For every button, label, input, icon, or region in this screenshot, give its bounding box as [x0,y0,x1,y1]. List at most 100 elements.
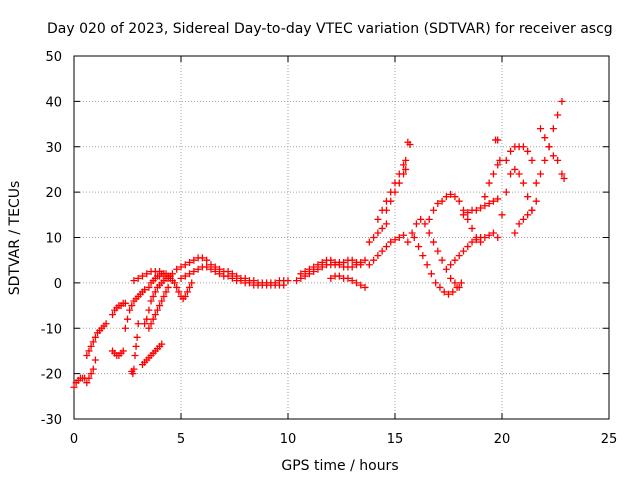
data-point [175,288,183,296]
data-point [489,229,497,237]
data-point [387,238,395,246]
data-point [402,165,410,173]
data-point [459,247,467,255]
data-point [459,211,467,219]
data-point [417,215,425,223]
data-point [162,288,170,296]
data-point [149,292,157,300]
axes: 0 5 10 15 20 25 -30 -20 -10 0 10 20 30 40 50 [41,50,618,447]
data-point [89,338,97,346]
data-point [145,283,153,291]
data-point [447,261,455,269]
data-point [558,97,566,105]
data-point [156,268,164,276]
data-point [481,234,489,241]
data-point [138,272,146,280]
data-point [451,193,459,201]
data-point [502,188,510,196]
data-point [464,209,472,217]
data-point [181,261,189,269]
data-point [318,258,326,266]
data-point [121,299,129,307]
data-point [455,197,463,205]
data-point [284,277,292,285]
data-point [549,152,557,160]
data-point [537,125,545,133]
data-point [545,143,553,151]
data-point [519,179,527,187]
y-axis-title: SDTVAR / TECUs [7,181,23,296]
data-point [293,277,301,285]
data-point [237,277,245,285]
data-point [102,320,110,328]
y-tick-label: -30 [41,413,62,428]
data-point [445,290,452,298]
data-point [183,288,191,296]
data-point [438,197,446,205]
data-point [402,156,410,164]
data-point [408,229,416,237]
data-point [335,272,343,280]
data-point [280,281,288,289]
data-point [245,279,253,287]
data-point [464,243,472,251]
data-point [348,263,356,271]
data-point [145,306,153,314]
data-point [541,134,549,142]
chart-title: Day 020 of 2023, Sidereal Day-to-day VTE… [47,21,613,37]
data-point [449,288,457,296]
data-point [528,156,536,164]
data-point [485,179,493,187]
data-point [141,320,149,328]
data-point [181,272,189,280]
data-point [468,238,476,246]
data-point [190,268,198,276]
y-tick-label: 30 [45,141,62,156]
grid-lines [74,56,609,419]
data-point [85,374,93,382]
data-point [558,170,566,178]
data-point [87,342,95,350]
data-point [457,279,465,287]
data-point [395,179,403,187]
data-point [143,315,151,323]
data-point [434,247,442,255]
data-point [129,370,137,378]
data-point [528,206,536,214]
data-point [134,320,142,328]
data-point [143,270,151,278]
data-point [434,199,442,207]
data-point [532,179,540,187]
data-point [151,288,159,296]
data-point [188,279,196,287]
data-point [89,365,97,373]
data-point [511,229,519,237]
data-point [554,111,562,119]
data-point [361,283,369,291]
data-point [519,143,527,151]
data-point [451,256,459,264]
data-point [554,156,562,164]
data-point [164,272,172,280]
data-point [464,215,472,223]
data-point [132,342,140,350]
data-point [357,261,365,269]
data-point [515,170,523,178]
data-point [119,347,127,355]
data-point [502,156,510,164]
data-point [177,263,185,271]
data-point [91,333,99,341]
x-tick-label: 15 [387,432,404,447]
data-point [524,147,532,155]
data-point [158,340,166,348]
data-point [164,283,172,291]
data-point [496,156,504,164]
data-point [168,270,176,278]
data-point [190,256,198,264]
data-point [511,165,519,173]
data-point [352,258,360,266]
data-point [481,202,489,210]
data-point [207,265,215,273]
data-point [425,215,433,223]
